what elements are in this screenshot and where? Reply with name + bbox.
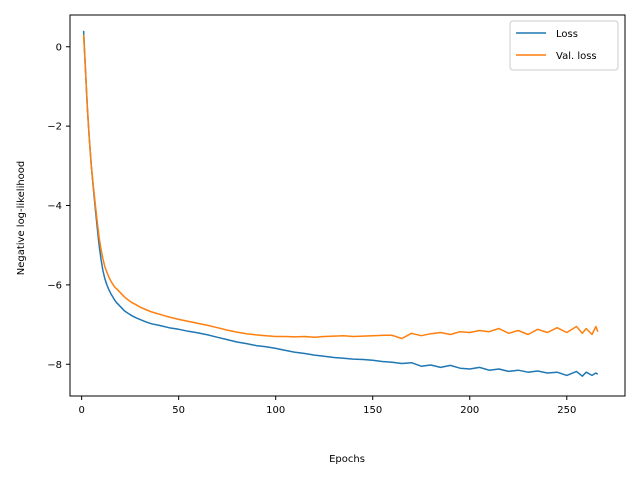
x-tick-label: 0 — [78, 405, 84, 416]
y-axis-ticks: 0 −2 −4 −6 −8 — [47, 42, 70, 371]
legend-label-val-loss: Val. loss — [556, 51, 597, 62]
x-tick-label: 200 — [460, 405, 479, 416]
series-line-loss — [82, 30, 599, 377]
x-tick-label: 150 — [363, 405, 382, 416]
x-axis-label: Epochs — [329, 454, 365, 465]
x-tick-label: 50 — [172, 405, 185, 416]
y-tick-label: −6 — [47, 280, 62, 291]
y-tick-label: −2 — [47, 122, 62, 133]
y-tick-label: 0 — [56, 42, 62, 53]
x-tick-label: 100 — [266, 405, 285, 416]
y-tick-label: −8 — [47, 360, 62, 371]
x-axis-ticks: 0 50 100 150 200 250 — [78, 396, 576, 416]
y-tick-label: −4 — [47, 201, 62, 212]
legend: Loss Val. loss — [509, 20, 619, 71]
y-axis-label: Negative log-likelihood — [16, 161, 27, 276]
series-line-val-loss — [82, 34, 599, 340]
legend-label-loss: Loss — [556, 29, 578, 40]
x-tick-label: 250 — [557, 405, 576, 416]
plot-lines — [82, 30, 599, 377]
